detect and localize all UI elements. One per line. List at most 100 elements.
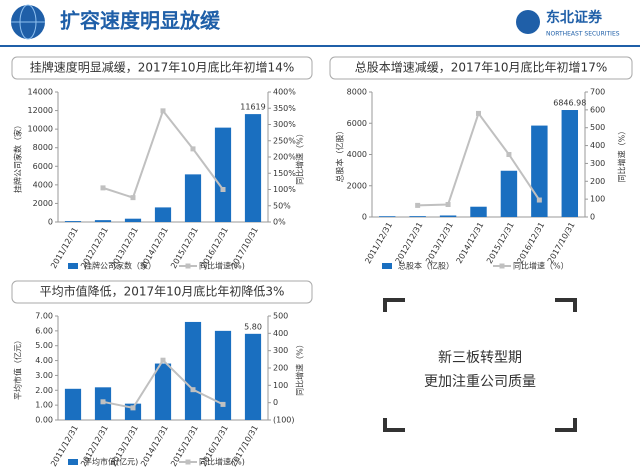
y2-tick-label: (100) — [273, 416, 295, 425]
y-tick-label: 12000 — [28, 106, 53, 115]
line-marker — [100, 399, 106, 405]
line-marker — [476, 110, 481, 116]
y-tick-label: 10000 — [28, 125, 53, 134]
y-tick-label: 3.00 — [35, 371, 53, 380]
value-label: 11619 — [240, 103, 265, 112]
y2-tick-label: 300% — [273, 120, 296, 129]
legend-label: 挂牌公司家数（家） — [84, 261, 156, 271]
y2-tick-label: 300 — [590, 159, 605, 168]
y2-tick-label: 400% — [273, 88, 296, 97]
y-tick-label: 8000 — [347, 88, 367, 97]
line-marker — [445, 202, 451, 207]
bar — [94, 220, 112, 222]
note-line: 新三板转型期 — [438, 350, 522, 366]
y2-tick-label: 100 — [590, 195, 605, 204]
chart-title-box — [11, 280, 313, 304]
line-marker — [160, 108, 166, 114]
y-tick-label: 4.00 — [35, 356, 53, 365]
line-marker — [536, 197, 542, 203]
legend-label: 同比增速(%) — [199, 457, 245, 467]
y-tick-label: 0 — [362, 213, 367, 222]
y-tick-label: 4000 — [347, 150, 367, 159]
y-tick-label: 2000 — [347, 181, 367, 190]
y-tick-label: 1.00 — [35, 401, 53, 410]
legend-label: 同比增速(%) — [199, 261, 245, 271]
line-marker — [160, 357, 166, 363]
y-axis-label: 挂牌公司家数（家） — [13, 121, 23, 193]
y-axis-label: 平均市值（亿元） — [13, 336, 23, 400]
y2-tick-label: 0% — [273, 218, 286, 227]
y2-tick-label: 600 — [590, 105, 605, 114]
y2-axis-label: 同比增速（%） — [617, 127, 627, 183]
y2-tick-label: 500 — [590, 123, 605, 132]
line-marker — [220, 187, 226, 192]
y2-tick-label: 100% — [273, 185, 296, 194]
slide-title: 扩容速度明显放缓 — [60, 9, 221, 33]
y2-tick-label: 400 — [590, 141, 605, 150]
line-marker — [100, 185, 106, 191]
chart-title-box — [11, 56, 313, 80]
bar — [439, 215, 457, 217]
chart-title: 平均市值降低，2017年10月底比年初降低3% — [40, 284, 285, 299]
legend-label: 平均市值(亿元) — [84, 457, 138, 467]
bar — [214, 330, 232, 420]
bar — [244, 114, 262, 222]
y-tick-label: 8000 — [33, 143, 53, 152]
y2-tick-label: 200 — [273, 364, 288, 373]
bar — [154, 207, 172, 222]
legend-swatch — [382, 263, 392, 269]
legend-swatch — [68, 459, 78, 465]
logo-icon — [516, 10, 540, 34]
bar — [184, 321, 202, 420]
chart-title: 总股本增速减缓，2017年10月底比年初增17% — [355, 60, 607, 75]
y2-tick-label: 0 — [590, 213, 595, 222]
legend-swatch — [185, 459, 191, 465]
y2-tick-label: 100 — [273, 381, 288, 390]
line-marker — [130, 405, 136, 411]
chart-title: 挂牌速度明显减缓，2017年10月底比年初增14% — [30, 60, 294, 75]
y2-tick-label: 400 — [273, 329, 288, 338]
legend-swatch — [185, 263, 191, 269]
y2-tick-label: 500 — [273, 312, 288, 321]
bar — [244, 333, 262, 420]
y-tick-label: 0 — [48, 218, 53, 227]
bar — [470, 206, 487, 217]
legend-label: 总股本（亿股） — [398, 261, 454, 271]
legend-swatch — [499, 263, 505, 269]
logo-name: 东北证券 — [546, 9, 603, 26]
y2-tick-label: 200% — [273, 153, 296, 162]
value-label: 6846.98 — [553, 99, 586, 108]
y-tick-label: 6000 — [33, 162, 53, 171]
y-axis-label: 总股本（亿股） — [335, 127, 345, 183]
y-tick-label: 5.00 — [35, 341, 53, 350]
y2-axis-label: 同比增速（%） — [295, 340, 305, 396]
legend-label: 同比增速（%） — [513, 261, 569, 271]
line-marker — [190, 146, 196, 152]
y-tick-label: 2000 — [33, 199, 53, 208]
line-marker — [130, 195, 136, 201]
y2-tick-label: 250% — [273, 136, 296, 145]
bar — [64, 388, 82, 420]
note-line: 更加注重公司质量 — [424, 374, 536, 390]
y-tick-label: 2.00 — [35, 386, 53, 395]
value-label: 5.80 — [244, 322, 262, 331]
bar — [184, 174, 202, 222]
line-marker — [415, 202, 421, 208]
bar — [154, 363, 172, 420]
y-tick-label: 7.00 — [35, 312, 53, 321]
bar — [409, 216, 426, 217]
logo-subtitle: NORTHEAST SECURITIES — [546, 31, 620, 38]
bar — [561, 110, 579, 217]
bar — [64, 221, 82, 222]
bar — [531, 125, 548, 217]
note-frame — [383, 298, 577, 432]
line-marker — [506, 152, 512, 157]
bar — [378, 216, 396, 217]
y2-tick-label: 300 — [273, 346, 288, 355]
y2-tick-label: 700 — [590, 88, 605, 97]
y2-tick-label: 0 — [273, 398, 278, 407]
chart-title-box — [329, 56, 633, 80]
bar — [124, 218, 142, 222]
y-tick-label: 0.00 — [35, 416, 53, 425]
